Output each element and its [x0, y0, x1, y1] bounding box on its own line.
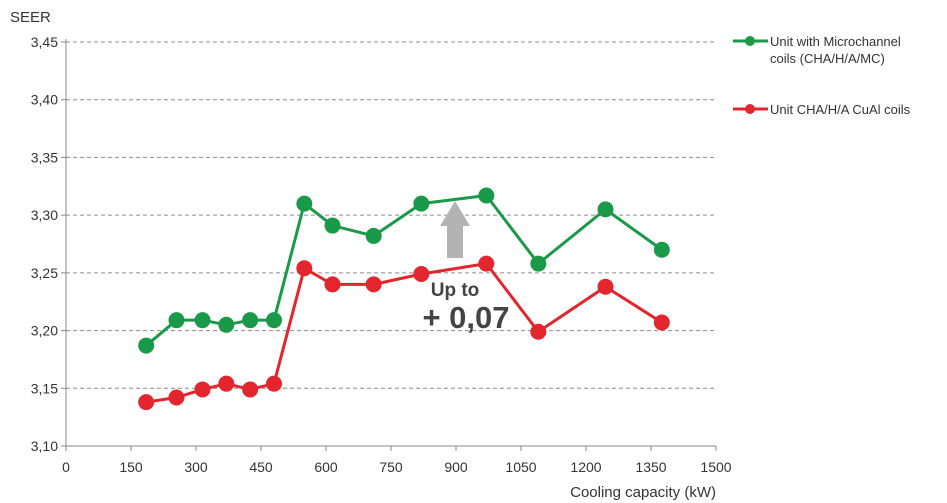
data-point — [324, 276, 341, 293]
legend-marker — [745, 104, 755, 114]
x-axis-ticks: 0 150 300 450 600 750 900 1050 1200 1350 1500 — [62, 446, 732, 475]
y-axis-title: SEER — [10, 9, 51, 26]
legend-label: coils (CHA/H/A/MC) — [770, 51, 885, 66]
data-point — [365, 276, 382, 293]
legend-label: Unit with Microchannel — [770, 34, 901, 49]
x-axis-title: Cooling capacity (kW) — [570, 484, 716, 501]
legend-marker — [745, 36, 755, 46]
data-point — [296, 260, 313, 277]
y-tick-label: 3,45 — [31, 34, 58, 50]
x-tick-label: 1350 — [635, 459, 666, 475]
x-tick-label: 1050 — [505, 459, 536, 475]
data-point — [168, 312, 185, 329]
data-point — [653, 241, 670, 258]
y-tick-label: 3,15 — [31, 380, 58, 396]
series-lines — [138, 187, 670, 411]
improvement-annotation: Up to + 0,07 — [422, 201, 510, 335]
data-point — [530, 323, 547, 340]
data-point — [413, 266, 430, 283]
x-tick-label: 450 — [249, 459, 273, 475]
gridlines — [66, 41, 716, 389]
annotation-up-to: Up to — [431, 280, 480, 301]
legend: Unit with Microchannel coils (CHA/H/A/MC)… — [733, 34, 911, 117]
x-tick-label: 150 — [119, 459, 143, 475]
data-point — [218, 375, 235, 392]
legend-label: Unit CHA/H/A CuAl coils — [770, 102, 911, 117]
data-point — [478, 255, 495, 272]
annotation-delta: + 0,07 — [422, 300, 509, 335]
data-point — [597, 278, 614, 295]
x-tick-label: 1500 — [700, 459, 731, 475]
data-point — [530, 255, 547, 272]
data-point — [413, 195, 430, 212]
x-tick-label: 0 — [62, 459, 70, 475]
x-tick-label: 300 — [184, 459, 208, 475]
data-point — [266, 312, 282, 329]
data-point — [365, 227, 382, 244]
data-point — [242, 381, 259, 398]
y-tick-label: 3,35 — [31, 149, 58, 165]
y-tick-label: 3,25 — [31, 265, 58, 281]
data-point — [218, 316, 235, 333]
data-point — [266, 375, 282, 392]
y-tick-label: 3,10 — [31, 438, 58, 454]
x-tick-label: 900 — [444, 459, 468, 475]
series — [138, 187, 670, 354]
up-arrow-icon — [440, 201, 470, 258]
legend-item: Unit CHA/H/A CuAl coils — [733, 102, 911, 117]
x-tick-label: 750 — [379, 459, 403, 475]
data-point — [242, 312, 259, 329]
x-tick-label: 1200 — [570, 459, 601, 475]
x-tick-label: 600 — [314, 459, 338, 475]
data-point — [168, 389, 185, 406]
data-point — [194, 312, 211, 329]
series — [138, 255, 670, 411]
y-tick-label: 3,20 — [31, 323, 58, 339]
data-point — [653, 314, 670, 331]
data-point — [138, 337, 155, 354]
data-point — [478, 187, 495, 204]
data-point — [194, 381, 211, 398]
data-point — [138, 394, 155, 411]
y-tick-label: 3,40 — [31, 92, 58, 108]
y-tick-label: 3,30 — [31, 207, 58, 223]
data-point — [296, 195, 313, 212]
y-axis-ticks: 3,10 3,15 3,20 3,25 3,30 3,35 3,40 3,45 — [31, 34, 66, 454]
data-point — [324, 217, 341, 234]
legend-item: Unit with Microchannel coils (CHA/H/A/MC) — [733, 34, 901, 66]
data-point — [597, 201, 614, 218]
